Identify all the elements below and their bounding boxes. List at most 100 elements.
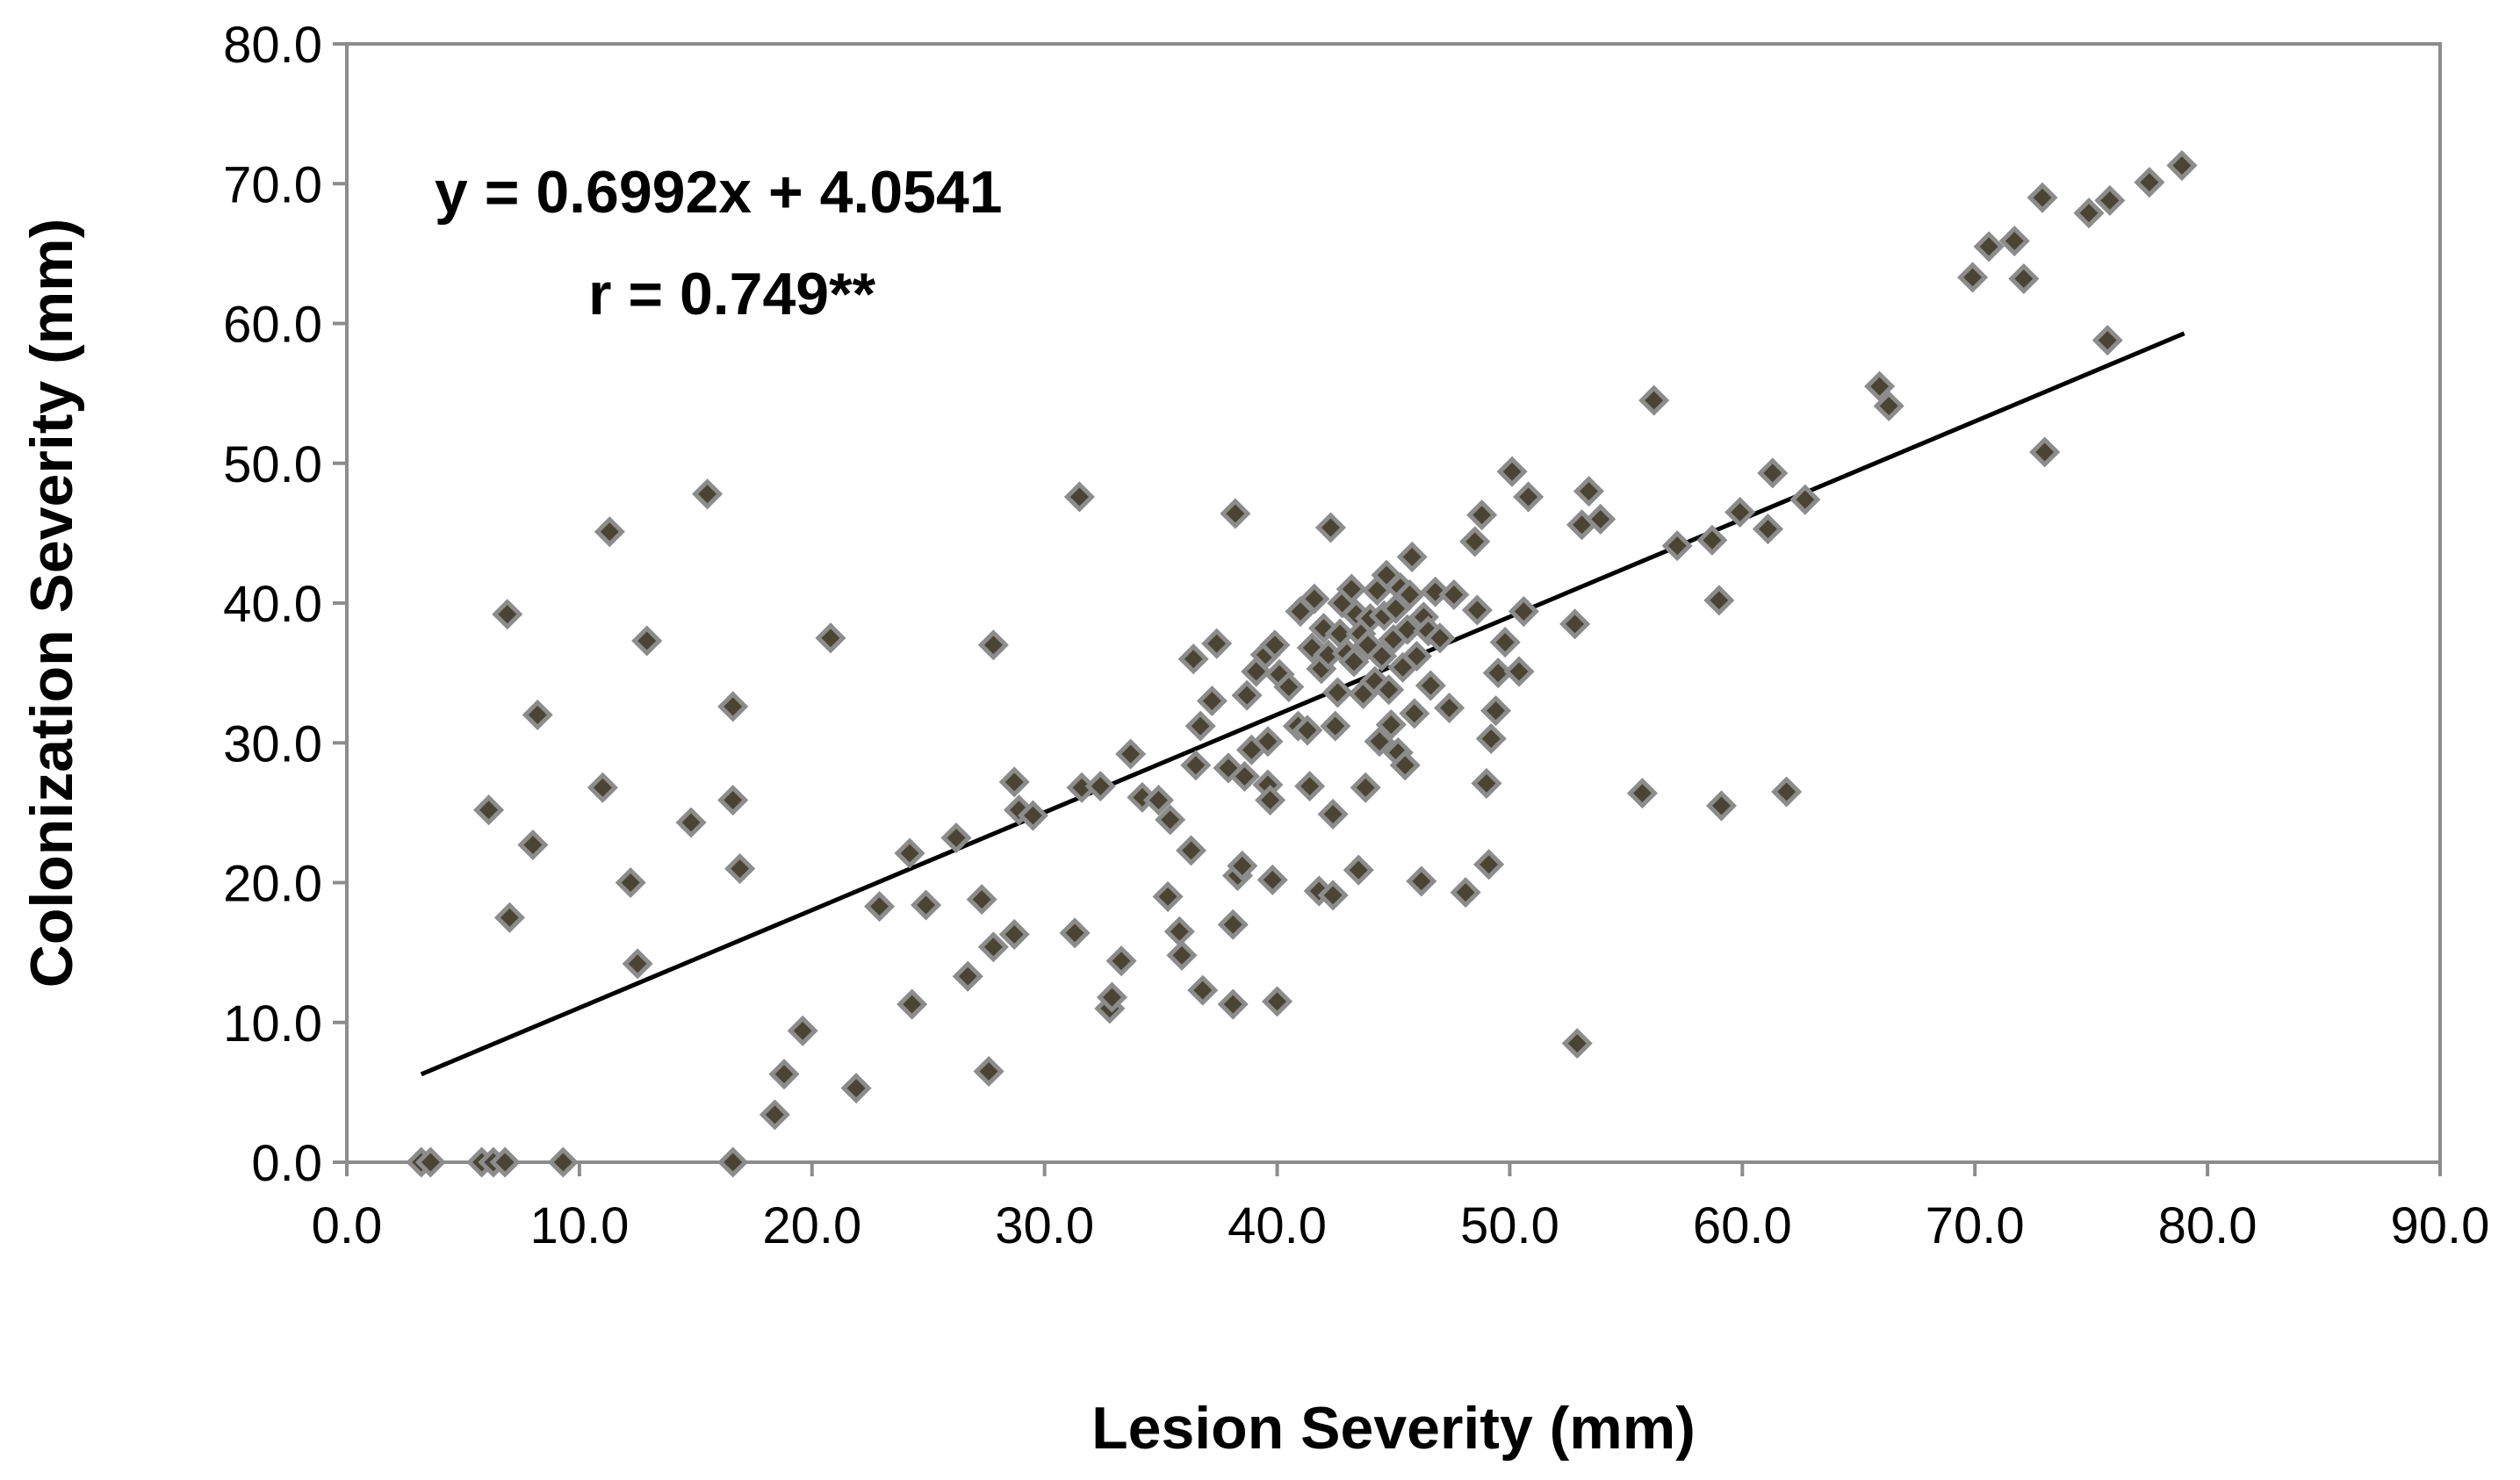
data-point — [1292, 715, 1323, 746]
data-point — [1227, 850, 1258, 881]
data-point — [724, 853, 756, 885]
data-point — [1475, 722, 1507, 755]
y-tick-label: 60.0 — [223, 297, 322, 354]
data-point — [1396, 541, 1428, 572]
data-point — [1957, 262, 1989, 293]
data-point — [1482, 657, 1514, 689]
data-point — [1503, 656, 1535, 687]
data-point — [594, 516, 625, 548]
data-point — [1336, 573, 1367, 605]
data-point — [998, 766, 1030, 798]
data-point — [1252, 726, 1284, 758]
data-point — [1017, 800, 1048, 831]
data-point — [1424, 622, 1456, 654]
data-point — [1789, 484, 1821, 515]
data-point — [1166, 939, 1198, 971]
x-axis-title: Lesion Severity (mm) — [1091, 1395, 1696, 1462]
data-point — [1394, 578, 1426, 610]
data-point — [1299, 583, 1330, 614]
data-point — [1262, 986, 1293, 1017]
data-point — [1585, 503, 1616, 535]
data-point — [966, 884, 997, 916]
data-point — [522, 699, 553, 730]
y-axis-title: Colonization Severity (mm) — [18, 219, 85, 988]
data-point — [692, 478, 724, 510]
data-point — [1184, 710, 1216, 742]
data-point — [1399, 698, 1430, 729]
x-tick-label: 0.0 — [312, 1197, 383, 1254]
data-point — [1155, 804, 1186, 836]
data-point — [1255, 785, 1286, 816]
x-tick-label: 30.0 — [995, 1197, 1094, 1254]
data-point — [631, 625, 663, 657]
data-point — [1771, 776, 1803, 808]
data-point — [768, 1059, 800, 1090]
x-tick-label: 40.0 — [1228, 1197, 1327, 1254]
data-point — [1201, 628, 1233, 659]
data-point — [973, 1055, 1004, 1088]
data-point — [1096, 981, 1128, 1013]
y-tick-label: 0.0 — [251, 1135, 322, 1192]
data-point — [911, 889, 942, 921]
data-point — [1508, 596, 1539, 628]
data-point — [2166, 150, 2198, 182]
data-point — [2092, 325, 2123, 356]
data-point — [1473, 849, 1505, 880]
data-point — [1259, 629, 1291, 661]
data-point — [864, 891, 896, 923]
data-point — [2027, 182, 2058, 213]
data-point — [1380, 593, 1412, 624]
x-tick-label: 20.0 — [762, 1197, 861, 1254]
data-point — [998, 918, 1030, 950]
data-point — [587, 772, 618, 803]
data-point — [1152, 880, 1184, 912]
data-point — [1400, 640, 1433, 672]
trendline — [420, 331, 2185, 1077]
data-point — [1626, 778, 1658, 809]
data-point — [1466, 499, 1498, 531]
data-point — [840, 1073, 872, 1104]
data-point — [1177, 643, 1209, 675]
data-point — [1489, 627, 1521, 658]
data-point — [1450, 877, 1481, 909]
data-point — [1375, 709, 1407, 741]
data-point — [1059, 917, 1091, 949]
data-point — [1366, 640, 1398, 672]
data-point — [1343, 854, 1374, 886]
data-point — [1256, 864, 1288, 895]
data-point — [2008, 263, 2040, 295]
x-tick-label: 70.0 — [1926, 1197, 2025, 1254]
data-point — [1063, 481, 1095, 513]
data-point — [547, 1146, 579, 1178]
data-points — [406, 150, 2198, 1178]
y-tick-label: 50.0 — [223, 436, 322, 493]
data-point — [1294, 771, 1326, 802]
data-point — [1196, 685, 1228, 717]
y-tick-label: 80.0 — [223, 17, 322, 74]
data-point — [977, 629, 1009, 661]
data-point — [1461, 594, 1493, 626]
data-point — [1864, 370, 1896, 402]
data-point — [1187, 974, 1219, 1006]
data-point — [1220, 498, 1251, 529]
x-axis: 0.0 10.0 20.0 30.0 40.0 50.0 60.0 70.0 80.0 90.0 — [312, 1162, 2490, 1254]
data-point — [717, 785, 749, 816]
y-tick-label: 30.0 — [223, 715, 322, 772]
data-point — [1973, 231, 2005, 262]
data-point — [489, 1146, 521, 1178]
data-point — [759, 1099, 790, 1131]
data-point — [1364, 726, 1395, 758]
data-point — [1661, 530, 1693, 562]
x-tick-label: 80.0 — [2158, 1197, 2257, 1254]
data-point — [414, 1146, 446, 1178]
data-point — [896, 988, 928, 1020]
data-point — [717, 1146, 749, 1178]
data-point — [1438, 578, 1470, 610]
data-point — [1320, 710, 1351, 742]
data-point — [1338, 646, 1370, 678]
data-point — [815, 622, 846, 654]
x-tick-label: 90.0 — [2391, 1197, 2490, 1254]
data-point — [1998, 226, 2030, 257]
